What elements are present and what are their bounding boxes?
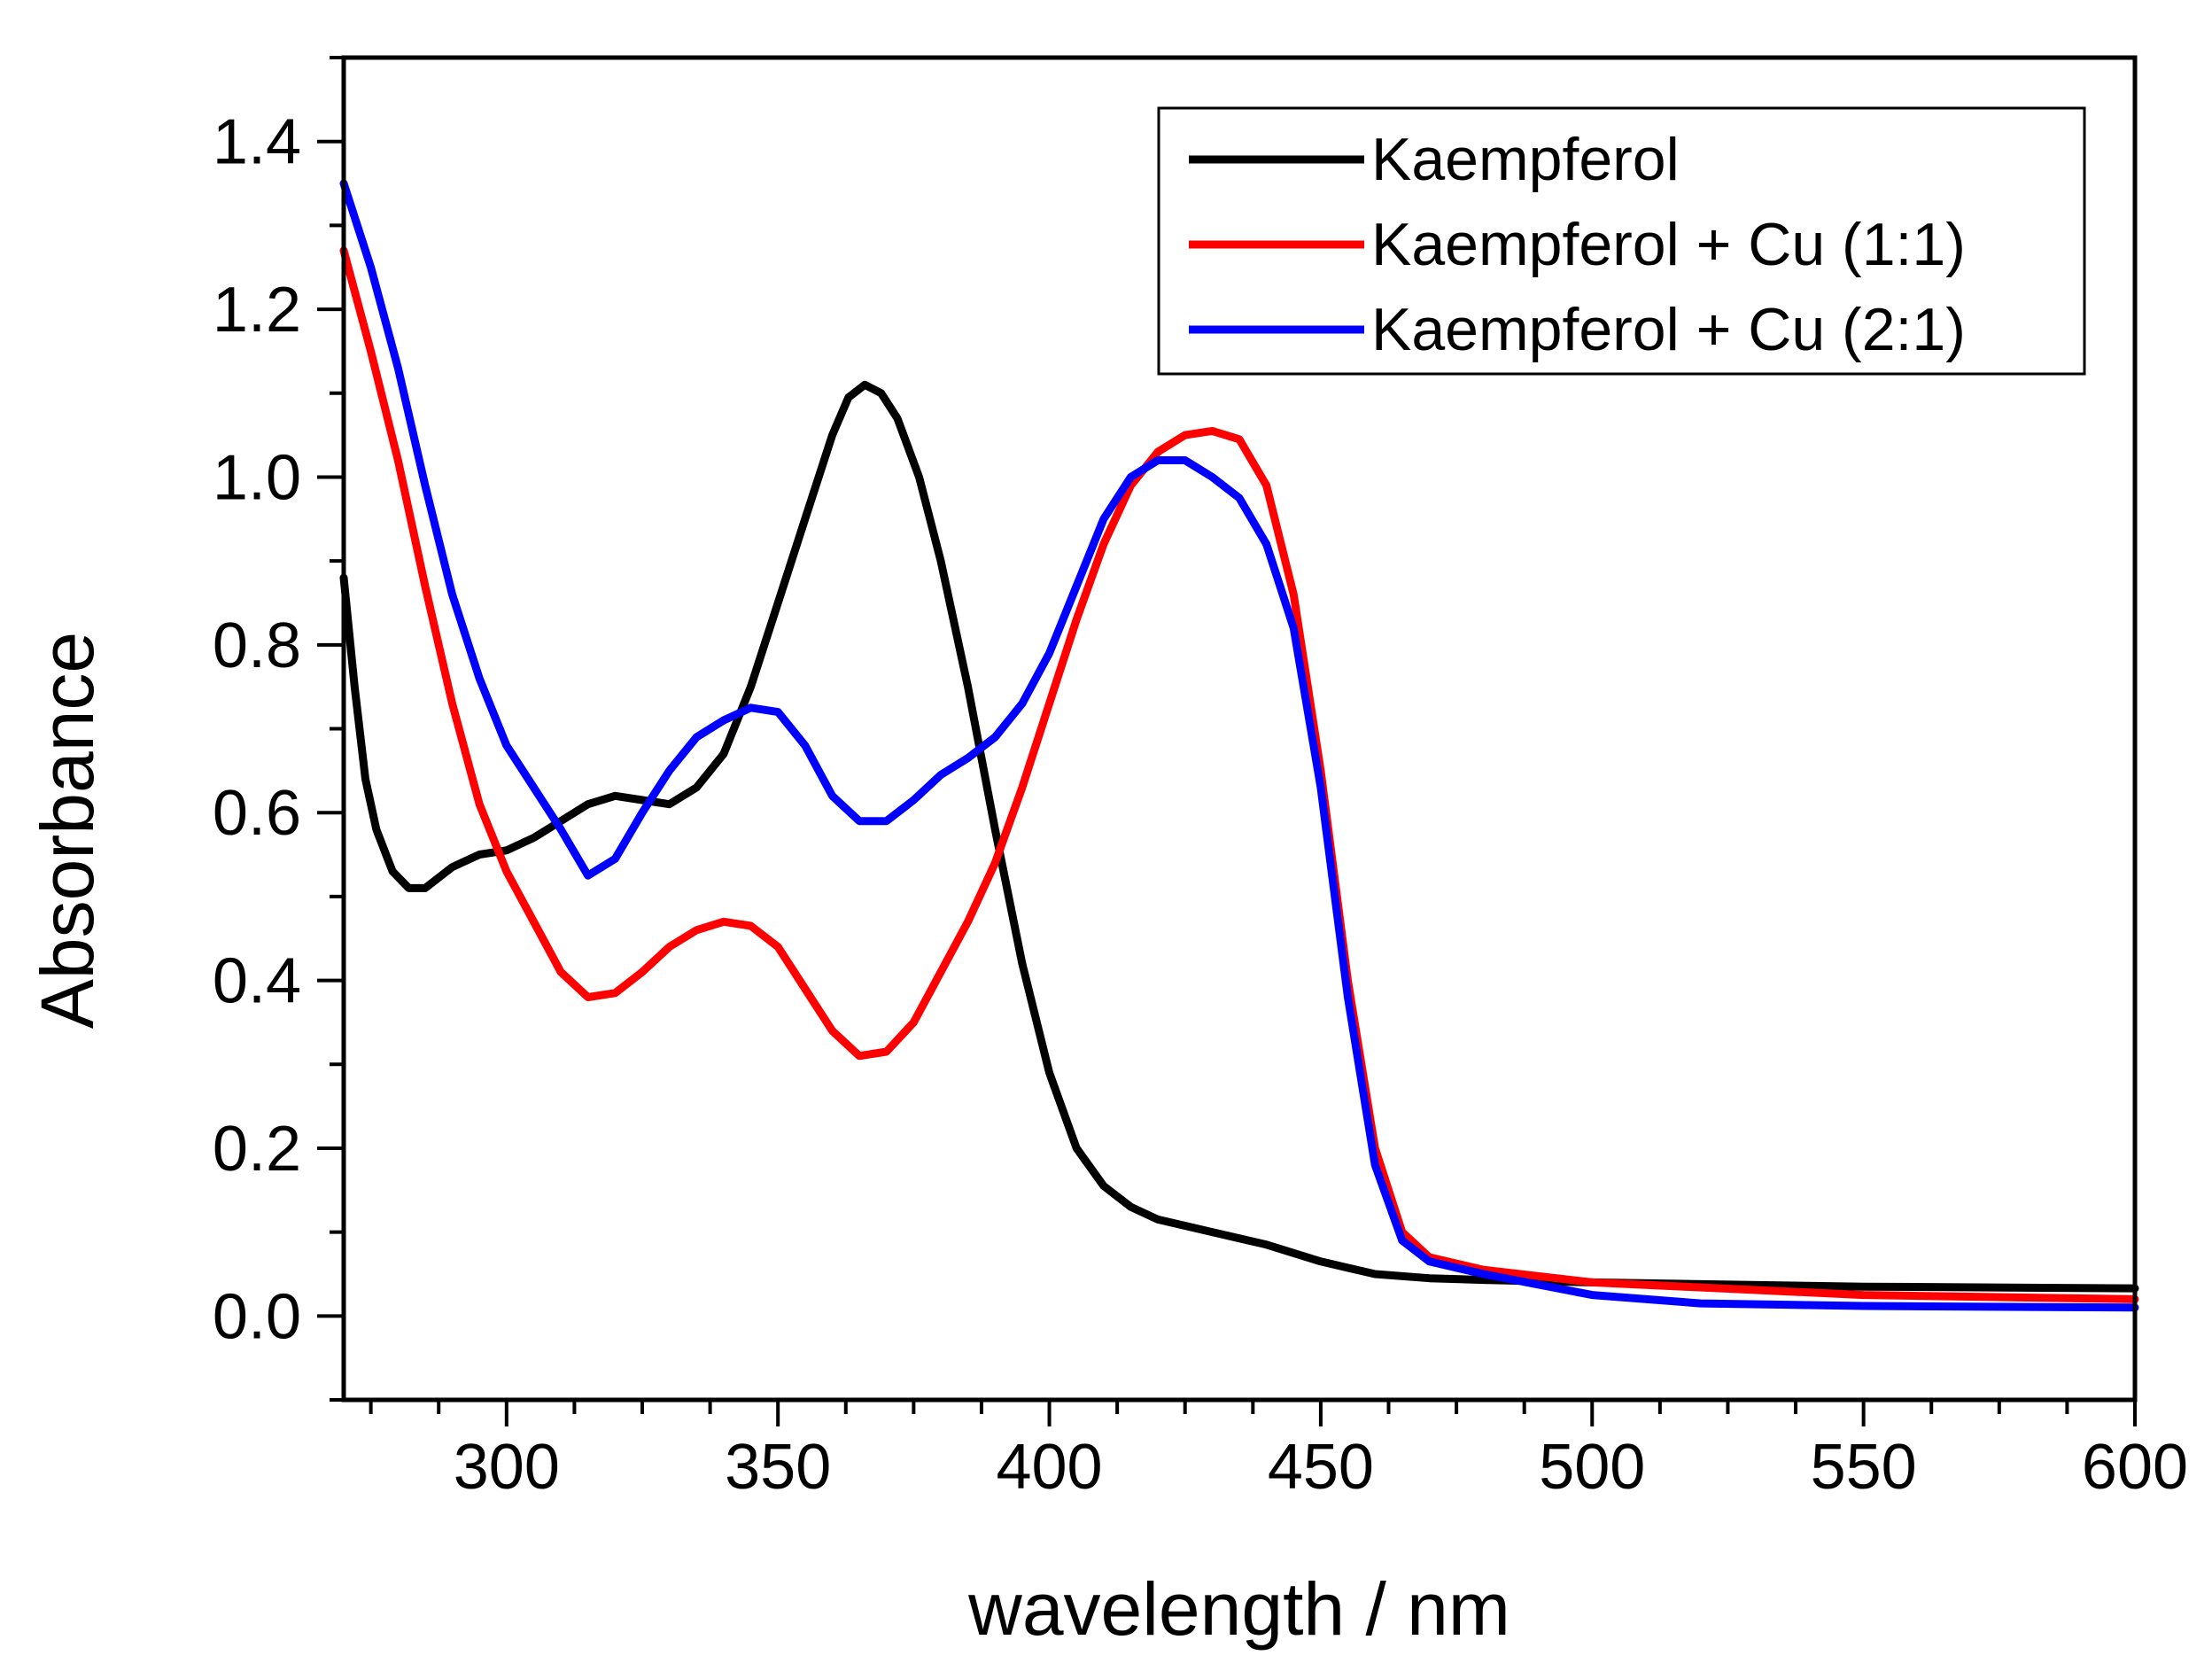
y-tick-label: 0.0 — [213, 1281, 301, 1352]
y-tick-label: 1.2 — [213, 275, 301, 346]
axis-ticks — [317, 56, 2137, 1426]
x-tick-label: 600 — [2082, 1432, 2188, 1503]
series-lines — [339, 179, 2139, 1312]
x-tick-labels: 300 350 400 450 500 550 600 — [454, 1432, 2188, 1503]
series-line-kaempferol — [339, 380, 2139, 1293]
y-tick-label: 1.4 — [213, 107, 301, 178]
x-tick-label: 400 — [996, 1432, 1102, 1503]
x-axis-title: wavelength / nm — [967, 1567, 1510, 1651]
x-tick-label: 350 — [725, 1432, 831, 1503]
legend-label-cu-2-1: Kaempferol + Cu (2:1) — [1371, 296, 1966, 363]
x-tick-label: 550 — [1811, 1432, 1917, 1503]
x-tick-label: 300 — [454, 1432, 560, 1503]
y-tick-label: 0.8 — [213, 610, 301, 681]
y-tick-label: 1.0 — [213, 442, 301, 513]
legend-label-cu-1-1: Kaempferol + Cu (1:1) — [1371, 211, 1966, 278]
legend: Kaempferol Kaempferol + Cu (1:1) Kaempfe… — [1157, 106, 2086, 376]
series-line-kaempferol-cu-2-1 — [339, 179, 2139, 1312]
legend-label-kaempferol: Kaempferol — [1371, 126, 1680, 193]
y-tick-label: 0.4 — [213, 946, 301, 1017]
y-axis-title: Absorbance — [26, 632, 109, 1029]
y-tick-labels: 0.0 0.2 0.4 0.6 0.8 1.0 1.2 1.4 — [213, 107, 301, 1353]
series-line-kaempferol-cu-1-1 — [339, 246, 2139, 1303]
y-tick-label: 0.2 — [213, 1114, 301, 1185]
y-tick-label: 0.6 — [213, 778, 301, 849]
x-tick-label: 500 — [1539, 1432, 1645, 1503]
x-tick-label: 450 — [1268, 1432, 1374, 1503]
